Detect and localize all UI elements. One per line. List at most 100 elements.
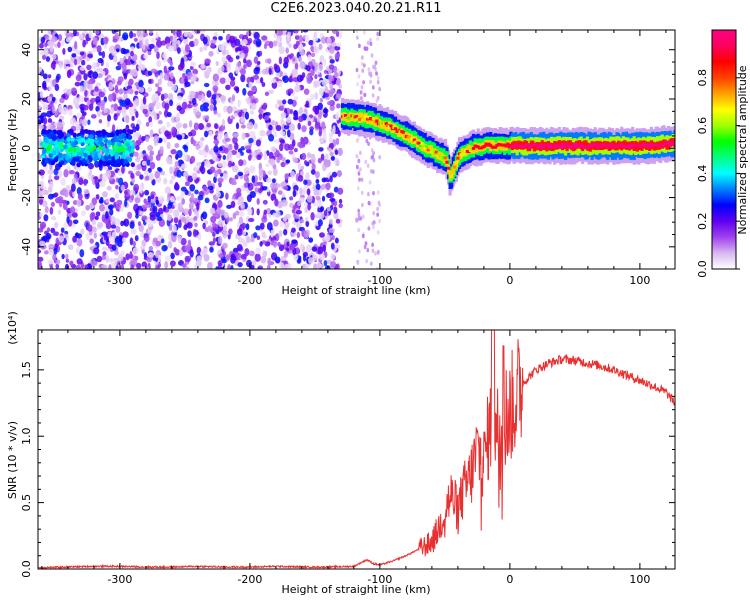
noise-blob	[329, 104, 335, 111]
noise-blob	[202, 36, 208, 45]
noise-blob	[168, 66, 175, 71]
band-blob	[57, 134, 63, 139]
noise-blob	[271, 178, 276, 183]
noise-blob	[366, 248, 370, 253]
noise-blob	[283, 124, 290, 130]
noise-blob	[272, 40, 278, 47]
noise-blob	[155, 199, 160, 205]
noise-blob	[149, 150, 155, 156]
noise-blob	[58, 60, 64, 69]
noise-blob	[212, 231, 216, 237]
noise-blob	[135, 144, 140, 151]
band-blob	[41, 129, 46, 134]
noise-blob	[177, 202, 183, 211]
track-cell	[423, 146, 427, 150]
noise-blob	[319, 55, 325, 63]
noise-blob	[367, 141, 370, 146]
noise-blob	[175, 122, 183, 129]
noise-blob	[66, 89, 73, 96]
noise-blob	[164, 130, 170, 137]
noise-blob	[76, 238, 83, 247]
noise-blob	[76, 124, 82, 131]
noise-blob	[87, 79, 93, 85]
noise-blob	[301, 152, 307, 161]
noise-blob	[97, 221, 104, 229]
track-cell	[468, 149, 472, 152]
noise-blob	[215, 60, 219, 67]
noise-blob	[168, 99, 174, 107]
noise-blob	[155, 154, 161, 161]
noise-blob	[315, 183, 321, 191]
noise-blob	[209, 104, 214, 111]
noise-blob	[39, 42, 44, 49]
noise-blob	[281, 199, 288, 207]
noise-blob	[311, 162, 316, 171]
noise-blob	[186, 104, 193, 109]
noise-blob	[299, 219, 305, 224]
noise-blob	[191, 172, 198, 180]
noise-blob	[166, 156, 173, 165]
track-cell	[425, 145, 429, 148]
noise-blob	[328, 91, 334, 98]
noise-blob	[140, 231, 145, 238]
noise-blob	[191, 97, 197, 106]
noise-blob	[153, 45, 159, 53]
noise-blob	[314, 74, 318, 80]
noise-blob	[220, 65, 225, 72]
track-cell	[445, 160, 449, 164]
noise-blob	[329, 197, 336, 202]
noise-blob	[287, 88, 294, 95]
track-cell	[537, 143, 541, 147]
noise-blob	[291, 68, 298, 77]
noise-blob	[330, 242, 335, 250]
noise-blob	[241, 124, 246, 129]
noise-blob	[284, 173, 289, 181]
noise-blob	[212, 237, 217, 244]
noise-blob	[329, 151, 334, 157]
track-cell	[401, 130, 405, 134]
noise-blob	[177, 64, 184, 71]
noise-blob	[62, 47, 66, 55]
noise-blob	[166, 141, 171, 150]
noise-blob	[266, 187, 270, 193]
noise-blob	[38, 169, 45, 176]
band-blob	[84, 139, 90, 145]
noise-blob	[145, 136, 150, 143]
noise-blob	[167, 81, 173, 87]
noise-blob	[237, 200, 242, 206]
noise-blob	[181, 263, 187, 268]
noise-blob	[316, 261, 322, 269]
track-cell	[640, 144, 644, 148]
noise-blob	[129, 189, 136, 197]
noise-blob	[74, 97, 80, 105]
noise-blob	[42, 103, 49, 111]
noise-blob	[47, 259, 54, 265]
noise-blob	[188, 201, 194, 210]
noise-blob	[232, 112, 238, 118]
noise-blob	[93, 247, 100, 255]
noise-blob	[234, 38, 241, 47]
noise-blob	[120, 184, 126, 192]
noise-blob	[134, 90, 139, 96]
noise-blob	[249, 130, 256, 137]
noise-blob	[307, 54, 312, 62]
noise-blob	[302, 254, 307, 262]
noise-blob	[86, 224, 93, 232]
noise-blob	[195, 260, 202, 266]
noise-blob	[63, 58, 70, 65]
noise-blob	[39, 71, 44, 76]
noise-blob	[236, 151, 241, 159]
noise-blob	[39, 90, 44, 98]
x-tick-label: 0	[506, 573, 513, 586]
noise-blob	[356, 186, 360, 191]
noise-blob	[72, 190, 76, 198]
noise-blob	[167, 240, 173, 249]
noise-blob	[321, 121, 326, 130]
noise-blob	[245, 148, 252, 154]
noise-blob	[70, 183, 76, 192]
noise-blob	[230, 76, 236, 81]
noise-blob	[226, 66, 232, 72]
noise-blob	[137, 221, 142, 226]
snr-plot-area	[38, 330, 675, 569]
noise-blob	[83, 188, 90, 195]
